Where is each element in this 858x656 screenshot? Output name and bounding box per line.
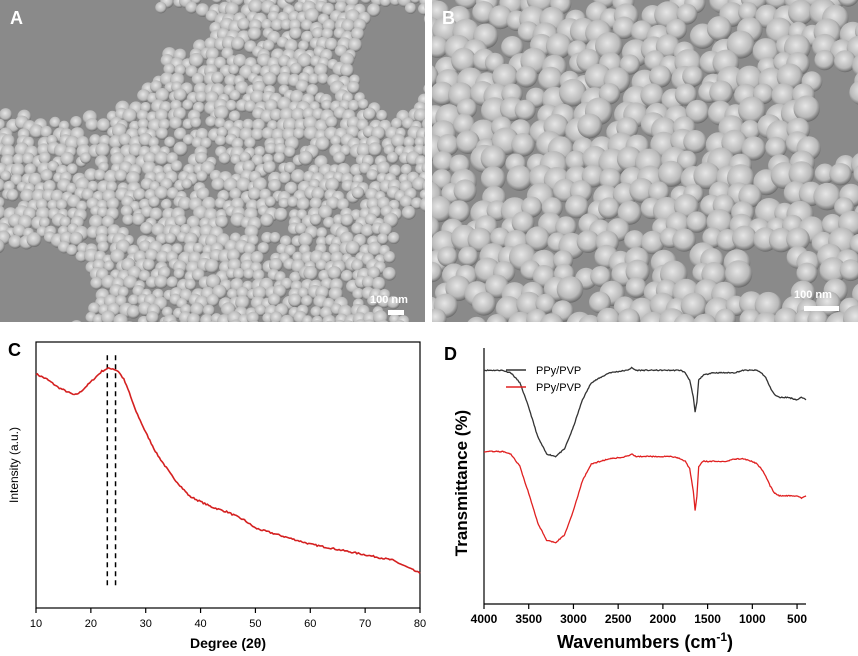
x-tick-label: 40 (194, 618, 206, 630)
x-axis-label: Wavenumbers (cm-1) (557, 630, 733, 652)
scale-bar-label-a: 100 nm (370, 294, 408, 306)
x-tick-label: 1500 (694, 612, 721, 626)
ftir-chart-svg: 4000 3500 3000 2500 2000 1500 1000 500 PPy/PVP PP… (452, 348, 807, 652)
sem-image-b: B 100 nm (432, 0, 858, 322)
y-axis-label: Transmittance (%) (452, 410, 471, 556)
panel-label-d: D (444, 344, 457, 364)
panel-label-b: B (442, 8, 455, 28)
x-tick-label: 3500 (515, 612, 542, 626)
nanoparticle-cluster (0, 0, 425, 322)
scale-bar-label-b: 100 nm (794, 289, 832, 301)
sem-image-a-texture (0, 0, 425, 322)
sem-image-b-texture (432, 0, 858, 322)
x-tick-label: 2500 (605, 612, 632, 626)
x-axis-label: Degree (2θ) (190, 635, 266, 651)
nanoparticle-cluster (432, 0, 858, 322)
x-tick-label: 500 (787, 612, 807, 626)
x-tick-label: 2000 (650, 612, 677, 626)
xrd-chart-svg: 10 20 30 40 50 60 70 80 Degree (2θ) Intensity (a.… (7, 341, 426, 651)
x-tick-label: 10 (30, 618, 42, 630)
panel-label-a: A (10, 8, 23, 28)
panel-label-c: C (8, 340, 21, 360)
scale-bar-b (804, 306, 839, 311)
x-tick-label: 3000 (560, 612, 587, 626)
ftir-series-line (483, 450, 807, 544)
xrd-plot-frame (35, 341, 421, 609)
ftir-series-line (483, 366, 807, 458)
x-tick-label: 70 (359, 618, 371, 630)
x-tick-label: 30 (140, 618, 152, 630)
scale-bar-a (388, 310, 404, 315)
x-tick-label: 80 (414, 618, 426, 630)
xrd-chart: 10 20 30 40 50 60 70 80 Degree (2θ) Intensity (a.… (0, 330, 430, 656)
x-tick-label: 1000 (739, 612, 766, 626)
xrd-series-line (35, 367, 421, 574)
x-tick-label: 50 (249, 618, 261, 630)
sem-image-a: A 100 nm (0, 0, 425, 322)
x-tick-label: 20 (85, 618, 97, 630)
y-axis-label: Intensity (a.u.) (7, 427, 21, 503)
ftir-chart: 4000 3500 3000 2500 2000 1500 1000 500 PPy/PVP PP… (430, 330, 858, 656)
x-tick-label: 4000 (471, 612, 498, 626)
x-tick-label: 60 (304, 618, 316, 630)
legend-label: PPy/PVP (536, 382, 581, 394)
legend-label: PPy/PVP (536, 365, 581, 377)
